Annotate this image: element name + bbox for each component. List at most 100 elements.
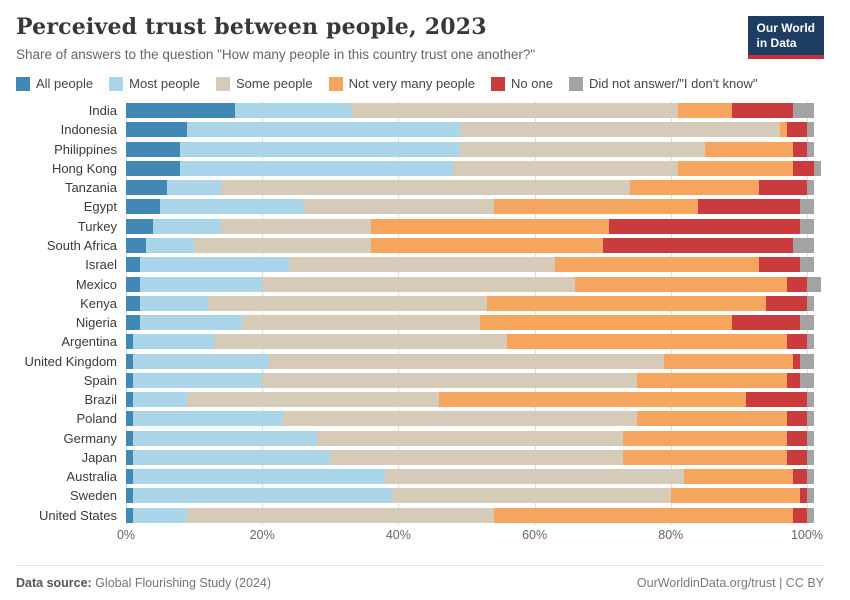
- bar-segment[interactable]: [663, 353, 794, 369]
- bar-segment[interactable]: [391, 488, 671, 504]
- bar-segment[interactable]: [330, 449, 624, 465]
- bar-segment[interactable]: [806, 180, 814, 196]
- bar-segment[interactable]: [684, 469, 794, 485]
- bar-segment[interactable]: [793, 160, 814, 176]
- bar-segment[interactable]: [132, 392, 188, 408]
- bar-segment[interactable]: [126, 199, 161, 215]
- bar-segment[interactable]: [806, 276, 821, 292]
- bar-segment[interactable]: [126, 334, 133, 350]
- bar-segment[interactable]: [126, 180, 167, 196]
- bar-segment[interactable]: [262, 276, 576, 292]
- bar-segment[interactable]: [139, 257, 290, 273]
- bar-segment[interactable]: [793, 141, 807, 157]
- bar-segment[interactable]: [480, 315, 733, 331]
- bar-segment[interactable]: [602, 237, 794, 253]
- bar-segment[interactable]: [132, 334, 215, 350]
- bar-segment[interactable]: [126, 411, 133, 427]
- bar-segment[interactable]: [132, 430, 317, 446]
- bar-segment[interactable]: [507, 334, 787, 350]
- bar-segment[interactable]: [609, 218, 801, 234]
- bar-segment[interactable]: [139, 315, 242, 331]
- bar-segment[interactable]: [289, 257, 555, 273]
- bar-segment[interactable]: [698, 199, 801, 215]
- bar-segment[interactable]: [126, 315, 140, 331]
- bar-segment[interactable]: [766, 295, 807, 311]
- bar-segment[interactable]: [132, 469, 385, 485]
- bar-segment[interactable]: [146, 237, 195, 253]
- bar-segment[interactable]: [132, 372, 263, 388]
- bar-segment[interactable]: [384, 469, 685, 485]
- bar-segment[interactable]: [800, 353, 814, 369]
- bar-segment[interactable]: [806, 469, 814, 485]
- bar-segment[interactable]: [439, 392, 746, 408]
- bar-segment[interactable]: [180, 160, 453, 176]
- bar-segment[interactable]: [732, 315, 801, 331]
- bar-segment[interactable]: [180, 141, 460, 157]
- bar-segment[interactable]: [160, 199, 304, 215]
- bar-segment[interactable]: [806, 295, 814, 311]
- bar-segment[interactable]: [800, 199, 814, 215]
- bar-segment[interactable]: [704, 141, 794, 157]
- bar-segment[interactable]: [677, 103, 733, 119]
- bar-segment[interactable]: [452, 160, 678, 176]
- bar-segment[interactable]: [623, 430, 787, 446]
- bar-segment[interactable]: [759, 257, 801, 273]
- bar-segment[interactable]: [132, 353, 269, 369]
- bar-segment[interactable]: [629, 180, 760, 196]
- bar-segment[interactable]: [800, 488, 807, 504]
- bar-segment[interactable]: [493, 199, 698, 215]
- bar-segment[interactable]: [371, 218, 610, 234]
- footer-link[interactable]: OurWorldinData.org/trust | CC BY: [636, 576, 824, 590]
- bar-segment[interactable]: [126, 103, 235, 119]
- bar-segment[interactable]: [786, 276, 807, 292]
- bar-segment[interactable]: [793, 507, 807, 523]
- bar-segment[interactable]: [187, 507, 494, 523]
- bar-segment[interactable]: [636, 411, 787, 427]
- bar-segment[interactable]: [371, 237, 603, 253]
- bar-segment[interactable]: [793, 469, 807, 485]
- bar-segment[interactable]: [806, 507, 814, 523]
- bar-segment[interactable]: [793, 353, 801, 369]
- bar-segment[interactable]: [800, 372, 814, 388]
- bar-segment[interactable]: [126, 449, 133, 465]
- bar-segment[interactable]: [786, 122, 807, 138]
- bar-segment[interactable]: [806, 488, 814, 504]
- bar-segment[interactable]: [126, 276, 140, 292]
- bar-segment[interactable]: [132, 411, 283, 427]
- bar-segment[interactable]: [126, 218, 154, 234]
- bar-segment[interactable]: [732, 103, 794, 119]
- bar-segment[interactable]: [786, 372, 801, 388]
- bar-segment[interactable]: [800, 257, 814, 273]
- bar-segment[interactable]: [575, 276, 787, 292]
- bar-segment[interactable]: [126, 430, 133, 446]
- owid-logo[interactable]: Our World in Data: [747, 16, 824, 59]
- bar-segment[interactable]: [187, 122, 460, 138]
- bar-segment[interactable]: [221, 218, 372, 234]
- bar-segment[interactable]: [139, 295, 208, 311]
- bar-segment[interactable]: [779, 122, 787, 138]
- bar-segment[interactable]: [786, 411, 807, 427]
- bar-segment[interactable]: [187, 392, 440, 408]
- bar-segment[interactable]: [194, 237, 372, 253]
- bar-segment[interactable]: [493, 507, 794, 523]
- bar-segment[interactable]: [268, 353, 664, 369]
- bar-segment[interactable]: [759, 180, 807, 196]
- bar-segment[interactable]: [132, 507, 188, 523]
- bar-segment[interactable]: [800, 315, 814, 331]
- bar-segment[interactable]: [459, 141, 705, 157]
- bar-segment[interactable]: [241, 315, 481, 331]
- bar-segment[interactable]: [786, 430, 807, 446]
- bar-segment[interactable]: [786, 334, 807, 350]
- bar-segment[interactable]: [126, 488, 133, 504]
- bar-segment[interactable]: [126, 469, 133, 485]
- bar-segment[interactable]: [126, 372, 133, 388]
- bar-segment[interactable]: [806, 430, 814, 446]
- bar-segment[interactable]: [806, 334, 814, 350]
- bar-segment[interactable]: [126, 257, 140, 273]
- bar-segment[interactable]: [806, 141, 814, 157]
- bar-segment[interactable]: [282, 411, 637, 427]
- bar-segment[interactable]: [670, 488, 801, 504]
- bar-segment[interactable]: [350, 103, 678, 119]
- bar-segment[interactable]: [153, 218, 222, 234]
- bar-segment[interactable]: [207, 295, 487, 311]
